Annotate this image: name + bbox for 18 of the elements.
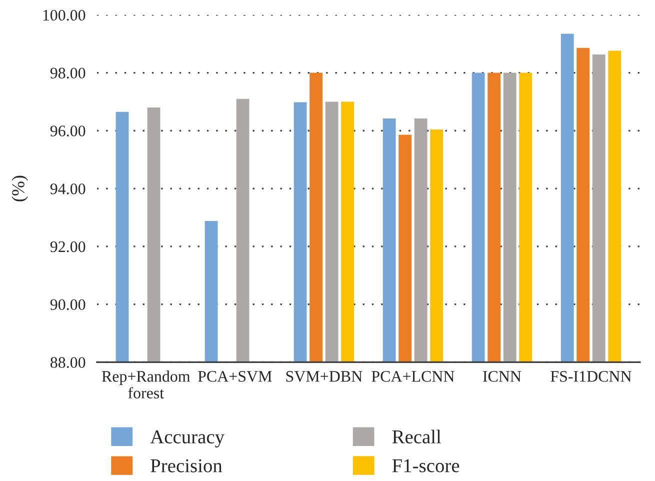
x-tick-label: Rep+Random forest [102,370,190,398]
y-tick-label: 96.00 [50,126,86,136]
y-tick-label: 92.00 [50,241,86,252]
x-tick-label: ICNN [483,371,522,382]
legend-label: Recall [392,430,442,444]
y-tick-label: 90.00 [50,299,86,310]
y-tick-label: 88.00 [50,357,86,368]
x-tick-label: PCA+SVM [198,371,272,382]
legend-label: Precision [150,459,222,472]
y-tick-label: 98.00 [50,68,86,79]
x-tick-label: FS-I1DCNN [550,371,632,382]
y-axis-title: (%) [12,176,28,202]
legend-label: F1-score [392,459,460,472]
legend-label: Accuracy [150,430,224,448]
x-tick-label: SVM+DBN [286,371,362,382]
y-tick-label: 100.00 [43,10,86,21]
y-tick-label: 94.00 [50,183,86,194]
x-tick-label: PCA+LCNN [372,371,454,382]
